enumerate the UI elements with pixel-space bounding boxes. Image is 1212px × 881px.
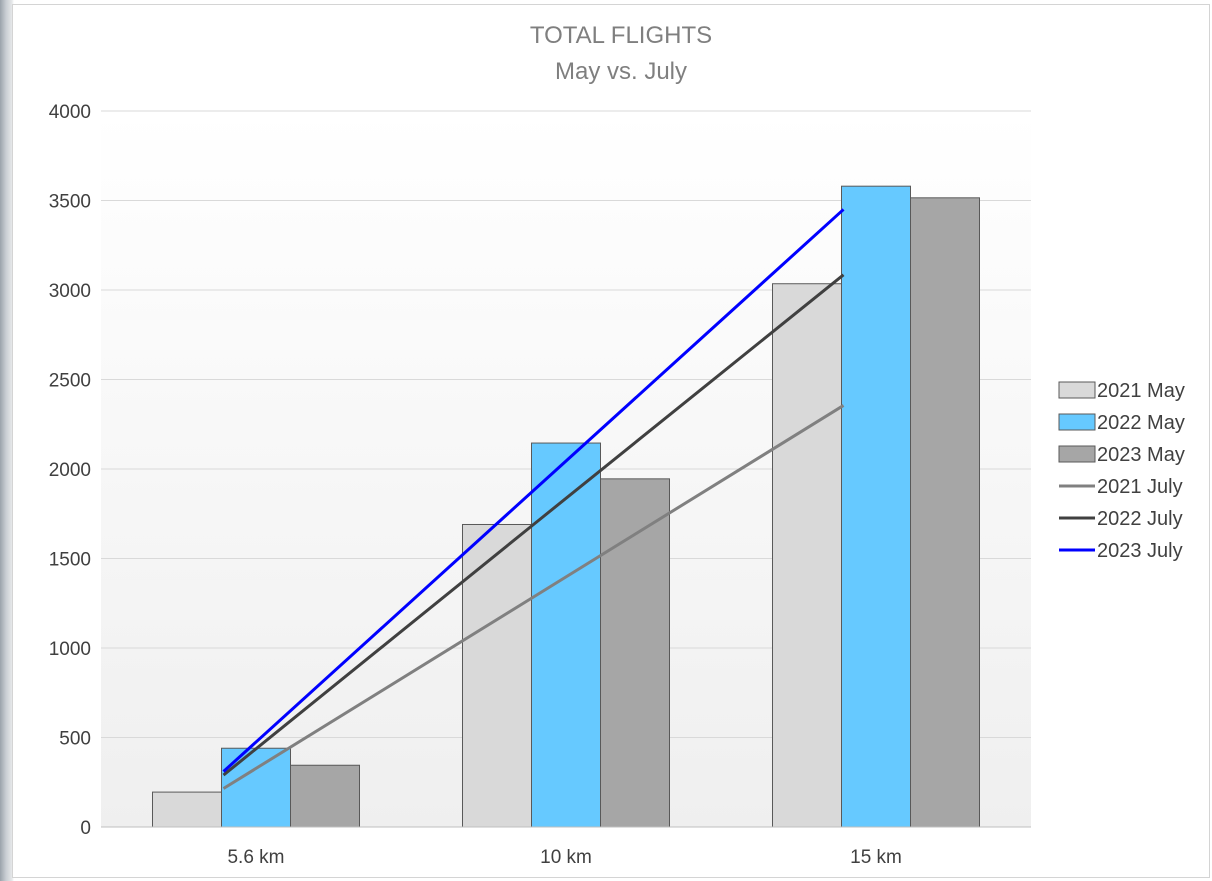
axes: 0 500 1000 1500 2000 2500 3000 3500 4000 5.6 km 10… (49, 102, 1031, 868)
y-tick-label: 0 (80, 818, 91, 839)
y-tick-label: 2500 (49, 371, 91, 392)
legend: 2021 May 2022 May 2023 May 2021 July 2022 Ju… (1058, 380, 1185, 562)
line-2023-july (222, 208, 845, 773)
bar-2023-may (910, 197, 980, 828)
y-tick-label: 1500 (49, 550, 91, 571)
legend-item: 2023 July (1059, 540, 1183, 562)
y-tick-label: 1000 (49, 639, 91, 660)
bar-2023-may (600, 478, 670, 828)
legend-item: 2023 May (1058, 444, 1185, 466)
legend-item: 2022 May (1058, 412, 1185, 434)
chart-frame: 0 500 1000 1500 2000 2500 3000 3500 4000 5.6 km 10… (12, 4, 1210, 878)
x-tick-label: 10 km (540, 847, 592, 868)
chart-subtitle: May vs. July (555, 58, 687, 85)
lines (222, 208, 845, 790)
y-tick-label: 3500 (49, 192, 91, 213)
x-tick-label: 15 km (850, 847, 902, 868)
legend-item: 2021 July (1059, 476, 1183, 498)
bar-2021-may (462, 523, 532, 828)
legend-label: 2021 May (1097, 380, 1185, 402)
y-tick-label: 2000 (49, 460, 91, 481)
y-tick-label: 500 (59, 729, 91, 750)
line-2021-july (222, 404, 845, 790)
legend-label: 2022 May (1097, 412, 1185, 434)
y-tick-label: 4000 (49, 102, 91, 123)
legend-label: 2023 May (1097, 444, 1185, 466)
chart-title: TOTAL FLIGHTS (530, 22, 712, 49)
bar-2021-may (772, 283, 842, 828)
line-2022-july (222, 273, 845, 777)
bar-2021-may (152, 791, 222, 828)
legend-swatch (1058, 381, 1096, 399)
legend-item: 2021 May (1058, 380, 1185, 402)
bar-2022-may (841, 185, 911, 828)
y-tick-label: 3000 (49, 281, 91, 302)
legend-item: 2022 July (1059, 508, 1183, 530)
legend-label: 2021 July (1097, 476, 1183, 498)
legend-swatch (1058, 445, 1096, 463)
legend-swatch (1058, 413, 1096, 431)
x-tick-label: 5.6 km (227, 847, 284, 868)
bar-2022-may (531, 442, 601, 828)
bars (152, 185, 980, 828)
bar-2022-may (221, 747, 291, 828)
legend-label: 2023 July (1097, 540, 1183, 562)
bar-2023-may (290, 764, 360, 828)
total-flights-chart: 0 500 1000 1500 2000 2500 3000 3500 4000 5.6 km 10… (49, 22, 1185, 868)
legend-label: 2022 July (1097, 508, 1183, 530)
